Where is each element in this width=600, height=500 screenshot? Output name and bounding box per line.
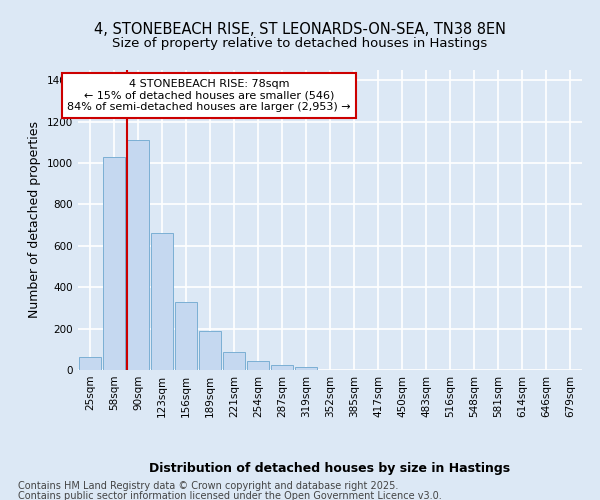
Text: Contains public sector information licensed under the Open Government Licence v3: Contains public sector information licen… [18,491,442,500]
Bar [151,234,173,370]
Text: Size of property relative to detached houses in Hastings: Size of property relative to detached ho… [112,38,488,51]
Text: Contains HM Land Registry data © Crown copyright and database right 2025.: Contains HM Land Registry data © Crown c… [18,481,398,491]
Bar [127,140,149,370]
Y-axis label: Number of detached properties: Number of detached properties [28,122,41,318]
Text: Distribution of detached houses by size in Hastings: Distribution of detached houses by size … [149,462,511,475]
Bar [103,157,125,370]
Bar [199,330,221,370]
Bar [247,360,269,370]
Text: 4, STONEBEACH RISE, ST LEONARDS-ON-SEA, TN38 8EN: 4, STONEBEACH RISE, ST LEONARDS-ON-SEA, … [94,22,506,38]
Bar [223,352,245,370]
Bar [79,356,101,370]
Text: 4 STONEBEACH RISE: 78sqm
← 15% of detached houses are smaller (546)
84% of semi-: 4 STONEBEACH RISE: 78sqm ← 15% of detach… [67,79,351,112]
Bar [271,365,293,370]
Bar [295,367,317,370]
Bar [175,302,197,370]
